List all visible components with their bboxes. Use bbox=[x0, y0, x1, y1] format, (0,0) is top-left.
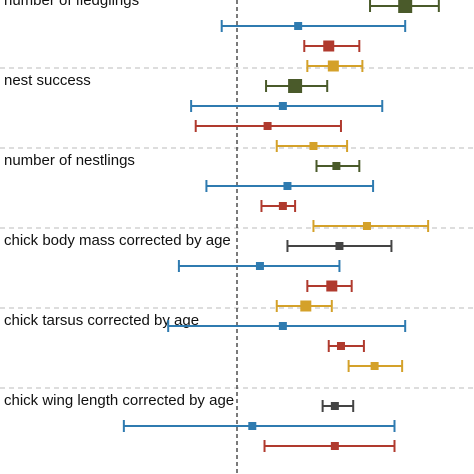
point-estimate bbox=[263, 122, 272, 130]
point-estimate bbox=[330, 442, 339, 450]
point-estimate bbox=[332, 162, 341, 170]
point-estimate bbox=[309, 142, 318, 150]
point-estimate bbox=[255, 262, 264, 270]
point-estimate bbox=[283, 182, 292, 190]
group-separators bbox=[0, 67, 474, 389]
group-label: number of nestlings bbox=[4, 152, 135, 169]
point-estimate bbox=[330, 402, 339, 410]
estimate-marks bbox=[122, 0, 440, 452]
group-label: number of fledglings bbox=[4, 0, 139, 9]
group-labels: number of fledglings nest success number o… bbox=[4, 0, 234, 409]
group-label: nest success bbox=[4, 72, 91, 89]
group-label: chick wing length corrected by age bbox=[4, 392, 234, 409]
point-estimate bbox=[278, 202, 287, 210]
point-estimate bbox=[288, 79, 303, 93]
point-estimate bbox=[398, 0, 413, 13]
point-estimate bbox=[278, 102, 287, 110]
point-estimate bbox=[294, 22, 303, 30]
point-estimate bbox=[278, 322, 287, 330]
point-estimate bbox=[326, 280, 338, 292]
group-label: chick tarsus corrected by age bbox=[4, 312, 199, 329]
group-label: chick body mass corrected by age bbox=[4, 232, 231, 249]
point-estimate bbox=[327, 60, 339, 72]
point-estimate bbox=[362, 222, 371, 230]
point-estimate bbox=[370, 362, 379, 370]
point-estimate bbox=[300, 300, 312, 312]
point-estimate bbox=[323, 40, 335, 52]
point-estimate bbox=[248, 422, 257, 430]
point-estimate bbox=[335, 242, 344, 250]
point-estimate bbox=[336, 342, 345, 350]
